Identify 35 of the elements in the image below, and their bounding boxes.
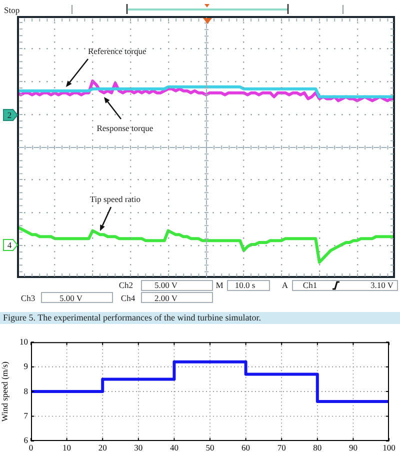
text: Tip speed ratio [90, 193, 140, 204]
text: 10.0 s [234, 280, 256, 290]
x-tick-label: 0 [28, 442, 34, 452]
text: 3.10 V [370, 280, 394, 290]
text: Ch2 [118, 280, 133, 290]
x-tick-label: 20 [98, 442, 107, 452]
text: 2 [7, 110, 12, 120]
text: 5.00 V [60, 292, 82, 303]
y-tick-label: 8 [24, 386, 28, 396]
y-tick-label: 6 [24, 435, 28, 446]
x-tick-label: 90 [348, 442, 358, 452]
text: Ch4 [120, 292, 136, 303]
text: 4 [7, 240, 12, 250]
text: 5.00 V [154, 280, 178, 290]
y-tick-label: 7 [24, 410, 28, 421]
text: Reference torque [88, 46, 146, 56]
text: 2.00 V [154, 292, 178, 303]
x-tick-label: 40 [170, 442, 178, 452]
x-tick-label: 80 [313, 442, 322, 452]
x-tick-label: 60 [242, 442, 250, 452]
x-tick-label: 10 [62, 442, 72, 452]
x-tick-label: 50 [206, 442, 214, 452]
text: M [216, 280, 224, 290]
text: Ch3 [20, 292, 36, 303]
text: A [282, 280, 288, 290]
y-tick-label: 9 [24, 361, 28, 372]
y-axis-title: Wind speed (m/s) [0, 361, 10, 422]
x-tick-label: 100 [382, 442, 396, 452]
x-tick-label: 70 [277, 442, 286, 452]
caption: Figure 5. The experimental performances of the wind turbine simulator. [3, 312, 262, 322]
y-tick-label: 10 [20, 336, 28, 346]
text: Stop [4, 4, 20, 15]
text: Ch1 [302, 280, 318, 290]
x-tick-label: 30 [134, 442, 143, 452]
text: Response torque [96, 122, 154, 133]
